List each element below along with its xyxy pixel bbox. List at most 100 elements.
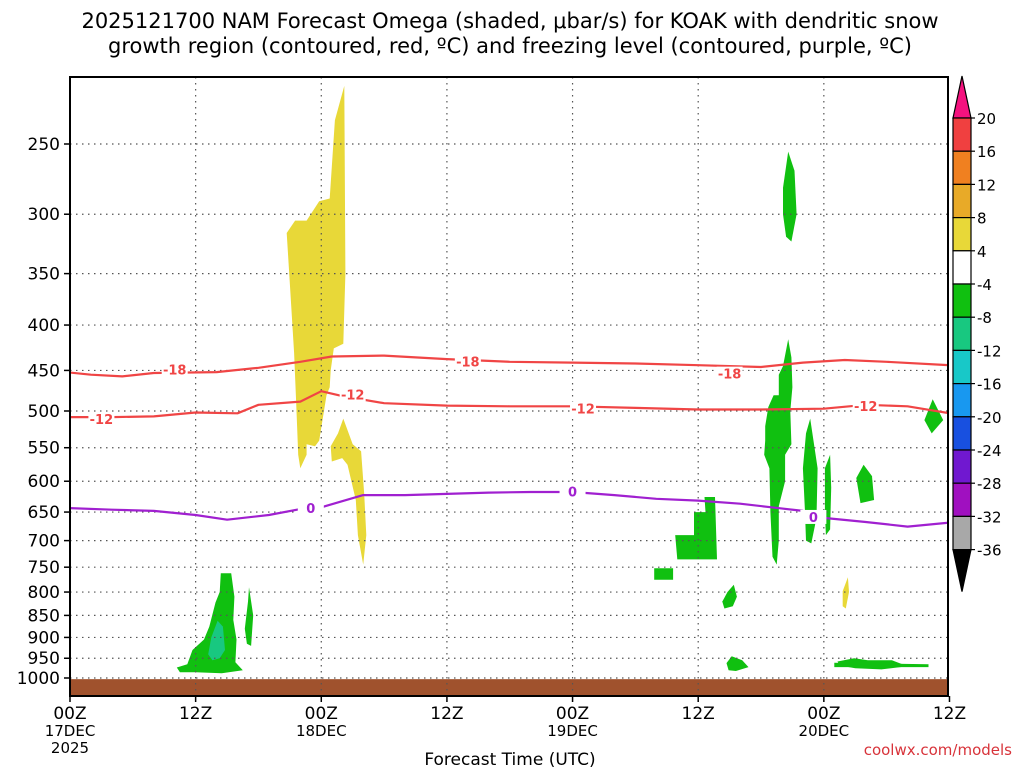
x-tick-date: 17DEC xyxy=(45,722,96,740)
omega-region-6 xyxy=(244,587,254,646)
colorbar: 20 16 12 8 4 -4 -8 -12 -16 -20 -24 -28 -32 -36 xyxy=(952,75,1002,592)
colorbar-label: 16 xyxy=(977,143,996,161)
omega-region-8 xyxy=(675,497,717,560)
y-tick-label: 550 xyxy=(28,439,60,459)
x-tick-date: 20DEC xyxy=(799,722,850,740)
contour-0 xyxy=(70,490,948,528)
colorbar-segment xyxy=(952,449,972,484)
y-tick-label: 750 xyxy=(28,558,60,578)
contour-label-bg xyxy=(800,509,827,524)
ground-surface xyxy=(71,679,947,695)
colorbar-label: -32 xyxy=(977,508,1002,526)
colorbar-segment xyxy=(952,283,972,318)
omega-region-14 xyxy=(824,454,832,536)
y-tick-label: 800 xyxy=(28,583,60,603)
title-line-2: growth region (contoured, red, ºC) and f… xyxy=(108,34,912,58)
colorbar-label: 12 xyxy=(977,176,996,194)
colorbar-segment xyxy=(952,250,972,285)
y-tick-label: 850 xyxy=(28,606,60,626)
plot-frame xyxy=(69,76,949,697)
colorbar-segment xyxy=(952,150,972,185)
omega-region-12 xyxy=(783,151,797,242)
y-tick-label: 400 xyxy=(28,316,60,336)
colorbar-label: 4 xyxy=(977,243,987,261)
colorbar-segment xyxy=(952,183,972,219)
omega-region-3 xyxy=(842,577,849,609)
x-tick-label: 00Z xyxy=(556,704,589,724)
colorbar-label: 8 xyxy=(977,210,987,228)
contour-label--18: -18 xyxy=(718,368,742,383)
colorbar-segment xyxy=(952,117,972,152)
colorbar-top-arrow xyxy=(952,75,972,119)
contour-label--18: -18 xyxy=(163,363,187,378)
omega-region-15 xyxy=(856,464,875,504)
colorbar-label: -20 xyxy=(977,409,1002,427)
omega-region-1 xyxy=(286,85,346,469)
x-tick-label: 12Z xyxy=(682,704,715,724)
y-tick-label: 1000 xyxy=(17,669,60,689)
colorbar-label: -8 xyxy=(977,309,992,327)
colorbar-label: -16 xyxy=(977,376,1002,394)
x-tick-label: 00Z xyxy=(807,704,840,724)
omega-region-9 xyxy=(722,584,737,609)
grid-layer xyxy=(70,77,948,696)
contour-label-0: 0 xyxy=(306,502,315,517)
contour-label-bg xyxy=(716,366,743,381)
omega-region-5 xyxy=(208,620,225,661)
contour-label--12: -12 xyxy=(854,400,878,415)
contour-label-bg xyxy=(88,412,115,427)
chart-title: 2025121700 NAM Forecast Omega (shaded, μ… xyxy=(81,9,938,58)
contour-label-bg xyxy=(161,362,188,377)
y-tick-label: 300 xyxy=(28,205,60,225)
title-line-1: 2025121700 NAM Forecast Omega (shaded, μ… xyxy=(81,9,938,33)
colorbar-segment xyxy=(952,482,972,518)
omega-region-18 xyxy=(834,662,929,668)
colorbar-label: -36 xyxy=(977,542,1002,560)
y-tick-label: 650 xyxy=(28,503,60,523)
omega-region-10 xyxy=(726,656,749,671)
omega-region-7 xyxy=(654,568,674,580)
omega-region-2 xyxy=(330,418,367,565)
y-tick-label: 450 xyxy=(28,361,60,381)
contour-label-bg xyxy=(559,484,586,499)
ground-layer xyxy=(71,679,947,695)
omega-region-17 xyxy=(924,399,944,434)
colorbar-label: -4 xyxy=(977,276,992,294)
contour-label--12: -12 xyxy=(571,402,595,417)
y-tick-label: 700 xyxy=(28,532,60,552)
omega-region-11 xyxy=(764,339,793,565)
x-tick-label: 12Z xyxy=(430,704,463,724)
contour-label-0: 0 xyxy=(568,486,577,501)
contour-label-bg xyxy=(454,354,481,369)
x-tick-label: 12Z xyxy=(933,704,966,724)
colorbar-label: -28 xyxy=(977,475,1002,493)
shading-layer xyxy=(176,85,944,674)
colorbar-segment xyxy=(952,316,972,352)
x-tick-label: 00Z xyxy=(53,704,86,724)
contour-label-bg xyxy=(852,399,879,414)
contour-label-bg xyxy=(339,387,366,402)
y-tick-label: 250 xyxy=(28,135,60,155)
x-tick-date: 19DEC xyxy=(547,722,598,740)
colorbar-segment xyxy=(952,515,972,551)
x-tick-label: 00Z xyxy=(305,704,338,724)
contour-label-bg xyxy=(570,401,597,416)
y-axis: 2503003504004505005506006507007508008509… xyxy=(17,135,70,689)
contour-label--18: -18 xyxy=(456,356,480,371)
y-tick-label: 350 xyxy=(28,265,60,285)
colorbar-label: -12 xyxy=(977,342,1002,360)
contour-label--12: -12 xyxy=(90,413,114,428)
omega-region-4 xyxy=(176,573,243,674)
colorbar-segment xyxy=(952,349,972,385)
contour-label-bg xyxy=(297,501,324,516)
x-tick-year: 2025 xyxy=(51,739,89,757)
contour-label-0: 0 xyxy=(809,511,818,526)
contour--12 xyxy=(70,390,948,419)
x-axis-label: Forecast Time (UTC) xyxy=(424,750,595,768)
colorbar-label: 20 xyxy=(977,110,996,128)
contours-layer: -18 -18 -18 -12 -12 -12 -12 0 0 0 xyxy=(70,354,948,528)
x-tick-date: 18DEC xyxy=(296,722,347,740)
contour-label--12: -12 xyxy=(341,388,365,403)
